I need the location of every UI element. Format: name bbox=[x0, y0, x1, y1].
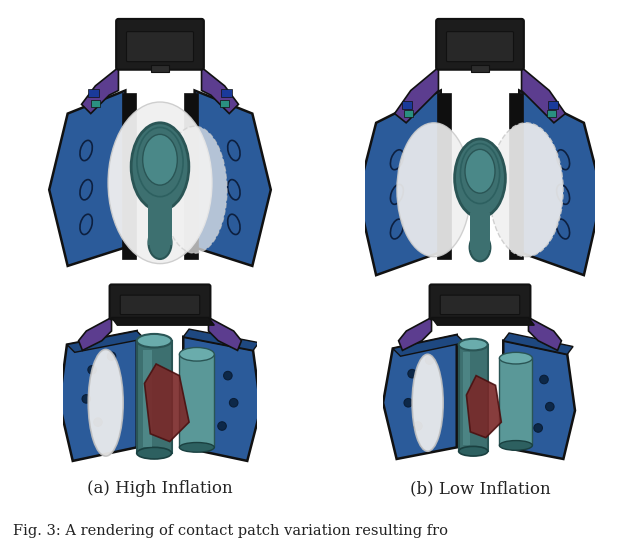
Ellipse shape bbox=[179, 443, 214, 452]
Ellipse shape bbox=[143, 135, 177, 185]
Ellipse shape bbox=[454, 139, 506, 218]
Bar bbox=[499, 358, 532, 445]
Ellipse shape bbox=[88, 350, 123, 456]
Polygon shape bbox=[431, 317, 534, 325]
Bar bbox=[437, 93, 451, 259]
FancyBboxPatch shape bbox=[120, 295, 200, 315]
Ellipse shape bbox=[179, 347, 214, 361]
Polygon shape bbox=[81, 68, 118, 114]
Polygon shape bbox=[49, 90, 125, 266]
Circle shape bbox=[223, 371, 232, 380]
Bar bbox=[548, 101, 559, 109]
Ellipse shape bbox=[137, 448, 172, 459]
Bar bbox=[179, 355, 214, 448]
Polygon shape bbox=[358, 90, 441, 275]
FancyBboxPatch shape bbox=[109, 285, 211, 319]
Ellipse shape bbox=[148, 227, 172, 259]
Ellipse shape bbox=[137, 334, 172, 347]
Ellipse shape bbox=[499, 352, 532, 364]
Bar bbox=[220, 100, 229, 106]
Polygon shape bbox=[145, 364, 189, 442]
Bar bbox=[184, 93, 198, 259]
Polygon shape bbox=[503, 341, 575, 459]
Bar bbox=[148, 203, 172, 245]
FancyBboxPatch shape bbox=[447, 32, 513, 61]
Bar bbox=[221, 89, 232, 98]
Polygon shape bbox=[79, 317, 111, 351]
Ellipse shape bbox=[459, 447, 488, 456]
Ellipse shape bbox=[489, 123, 563, 257]
FancyBboxPatch shape bbox=[127, 32, 193, 61]
FancyBboxPatch shape bbox=[116, 19, 204, 70]
Circle shape bbox=[229, 398, 238, 407]
Bar bbox=[509, 93, 523, 259]
Polygon shape bbox=[183, 329, 259, 351]
Ellipse shape bbox=[459, 338, 488, 351]
Bar bbox=[137, 341, 172, 453]
Bar bbox=[404, 110, 413, 117]
Circle shape bbox=[534, 424, 543, 432]
Polygon shape bbox=[183, 337, 261, 461]
Bar bbox=[547, 110, 556, 117]
Polygon shape bbox=[202, 68, 239, 114]
Circle shape bbox=[108, 352, 116, 361]
Polygon shape bbox=[503, 333, 573, 355]
Bar bbox=[143, 350, 152, 448]
Circle shape bbox=[404, 398, 413, 407]
Ellipse shape bbox=[412, 355, 443, 451]
FancyBboxPatch shape bbox=[436, 19, 524, 70]
Text: (b) Low Inflation: (b) Low Inflation bbox=[410, 480, 550, 497]
Polygon shape bbox=[467, 376, 501, 438]
Circle shape bbox=[408, 370, 417, 378]
Ellipse shape bbox=[397, 123, 471, 257]
Bar bbox=[122, 93, 136, 259]
FancyBboxPatch shape bbox=[440, 295, 520, 315]
Polygon shape bbox=[195, 90, 271, 266]
Circle shape bbox=[218, 422, 227, 430]
Polygon shape bbox=[393, 335, 465, 356]
Circle shape bbox=[540, 375, 548, 384]
FancyBboxPatch shape bbox=[429, 285, 531, 319]
Polygon shape bbox=[383, 335, 457, 459]
Polygon shape bbox=[209, 317, 241, 351]
Ellipse shape bbox=[499, 440, 532, 450]
Polygon shape bbox=[395, 68, 438, 123]
Bar bbox=[471, 65, 489, 72]
Polygon shape bbox=[399, 317, 431, 351]
Bar bbox=[463, 352, 470, 445]
Ellipse shape bbox=[108, 102, 212, 264]
Polygon shape bbox=[67, 331, 145, 352]
Circle shape bbox=[88, 366, 97, 374]
Ellipse shape bbox=[465, 150, 495, 193]
Circle shape bbox=[413, 422, 422, 430]
Bar bbox=[459, 345, 488, 451]
Bar bbox=[401, 101, 412, 109]
Circle shape bbox=[426, 356, 434, 365]
Ellipse shape bbox=[131, 123, 189, 211]
Text: (a) High Inflation: (a) High Inflation bbox=[87, 480, 233, 497]
Polygon shape bbox=[522, 68, 565, 123]
Bar bbox=[91, 100, 100, 106]
Text: Fig. 3: A rendering of contact patch variation resulting fro: Fig. 3: A rendering of contact patch var… bbox=[13, 524, 448, 538]
Polygon shape bbox=[111, 317, 214, 325]
Bar bbox=[151, 65, 169, 72]
Ellipse shape bbox=[163, 126, 227, 253]
Bar bbox=[88, 89, 99, 98]
Circle shape bbox=[93, 418, 102, 427]
Circle shape bbox=[545, 402, 554, 411]
Polygon shape bbox=[59, 331, 137, 461]
Ellipse shape bbox=[470, 234, 490, 261]
Polygon shape bbox=[529, 317, 561, 351]
Polygon shape bbox=[519, 90, 602, 275]
Circle shape bbox=[82, 394, 91, 403]
Bar bbox=[470, 213, 490, 250]
